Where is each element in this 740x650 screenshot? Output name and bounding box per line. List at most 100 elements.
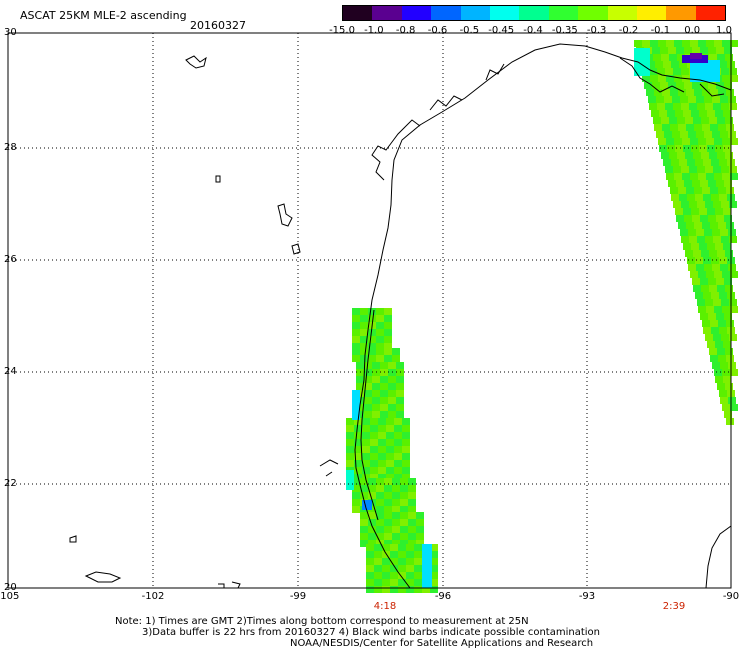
swath-cell bbox=[394, 460, 402, 467]
swath-cell bbox=[719, 390, 727, 397]
swath-cell bbox=[681, 236, 689, 243]
swath-cell bbox=[717, 348, 725, 355]
colorbar-segment bbox=[343, 6, 373, 20]
swath-cell bbox=[668, 47, 676, 54]
swath-cell bbox=[685, 152, 693, 159]
swath-cell bbox=[686, 187, 694, 194]
swath-cell bbox=[722, 404, 730, 411]
swath-cell bbox=[725, 54, 733, 61]
swath-cell bbox=[709, 285, 717, 292]
swath-cell bbox=[354, 425, 362, 432]
swath-cell bbox=[378, 460, 386, 467]
swath-cell bbox=[376, 355, 384, 362]
swath-cell bbox=[378, 453, 386, 460]
swath-cell bbox=[723, 341, 731, 348]
swath-cell bbox=[709, 54, 717, 61]
swath-cell bbox=[380, 404, 388, 411]
swath-cell bbox=[414, 586, 422, 593]
swath-cell bbox=[712, 229, 720, 236]
swath-cell bbox=[368, 512, 376, 519]
swath-cell bbox=[376, 519, 384, 526]
swath-cell bbox=[687, 194, 695, 201]
swath-cell bbox=[696, 264, 704, 271]
swath-cell bbox=[364, 383, 372, 390]
swath-cell bbox=[390, 586, 398, 593]
swath-cell bbox=[726, 320, 734, 327]
swath-cell bbox=[699, 208, 707, 215]
swath-cell bbox=[682, 173, 690, 180]
swath-cell bbox=[676, 215, 684, 222]
swath-cell bbox=[679, 159, 687, 166]
swath-cell bbox=[711, 194, 719, 201]
swath-cell bbox=[653, 117, 661, 124]
swath-cell bbox=[650, 75, 658, 82]
swath-cell bbox=[660, 82, 668, 89]
swath-cell bbox=[693, 117, 701, 124]
swath-cell bbox=[376, 315, 384, 322]
swath-cell bbox=[703, 327, 711, 334]
swath-cell bbox=[729, 103, 737, 110]
swath-cell bbox=[658, 75, 666, 82]
swath-cell bbox=[362, 425, 370, 432]
swath-cell bbox=[402, 432, 410, 439]
swath-cell bbox=[698, 138, 706, 145]
lake-feature-7 bbox=[218, 581, 241, 589]
swath-cell bbox=[394, 439, 402, 446]
longitude-tick-label: -93 bbox=[578, 591, 596, 602]
swath-cell bbox=[697, 236, 705, 243]
swath-cell bbox=[716, 180, 724, 187]
swath-cell bbox=[408, 540, 416, 547]
swath-cell bbox=[711, 159, 719, 166]
swath-cell bbox=[354, 460, 362, 467]
swath-cell bbox=[376, 329, 384, 336]
data-swaths bbox=[346, 40, 738, 593]
swath-cell bbox=[728, 131, 736, 138]
swath-cell bbox=[703, 194, 711, 201]
swath-cell bbox=[649, 103, 657, 110]
colorbar-label: -1.0 bbox=[364, 25, 384, 36]
swath-cell bbox=[406, 544, 414, 551]
longitude-tick-label: -90 bbox=[722, 591, 740, 602]
pass-time-label: 4:18 bbox=[373, 601, 397, 612]
swath-cell bbox=[688, 96, 696, 103]
swath-cell bbox=[722, 369, 730, 376]
swath-cell bbox=[726, 124, 734, 131]
swath-cell bbox=[422, 586, 430, 593]
lake-feature-3 bbox=[291, 243, 301, 255]
swath-cell bbox=[394, 467, 402, 474]
swath-cell bbox=[730, 40, 738, 47]
swath-cell bbox=[674, 173, 682, 180]
swath-cell bbox=[697, 299, 705, 306]
swath-cell bbox=[384, 322, 392, 329]
swath-cell bbox=[378, 439, 386, 446]
swath-cell bbox=[725, 152, 733, 159]
swath-cell bbox=[709, 250, 717, 257]
swath-cell bbox=[695, 257, 703, 264]
colorbar-label: 0.0 bbox=[684, 25, 701, 36]
swath-cell bbox=[368, 492, 376, 499]
swath-cell bbox=[718, 89, 726, 96]
swath-cell bbox=[430, 544, 438, 551]
swath-cell bbox=[384, 315, 392, 322]
swath-cell bbox=[360, 512, 368, 519]
longitude-tick-label: -99 bbox=[289, 591, 307, 602]
swath-cell bbox=[416, 519, 424, 526]
swath-cell bbox=[372, 404, 380, 411]
swath-cell bbox=[394, 453, 402, 460]
swath-cell bbox=[722, 271, 730, 278]
swath-cell bbox=[725, 285, 733, 292]
swath-cell bbox=[708, 180, 716, 187]
swath-cell bbox=[362, 446, 370, 453]
swath-cell bbox=[352, 390, 360, 420]
swath-cell bbox=[656, 131, 664, 138]
swath-cell bbox=[712, 264, 720, 271]
swath-cell bbox=[718, 124, 726, 131]
swath-cell bbox=[723, 110, 731, 117]
swath-cell bbox=[728, 397, 736, 404]
swath-cell bbox=[402, 418, 410, 425]
swath-cell bbox=[414, 551, 422, 558]
swath-cell bbox=[704, 131, 712, 138]
swath-cell bbox=[685, 250, 693, 257]
swath-cell bbox=[708, 82, 716, 89]
swath-cell bbox=[392, 519, 400, 526]
